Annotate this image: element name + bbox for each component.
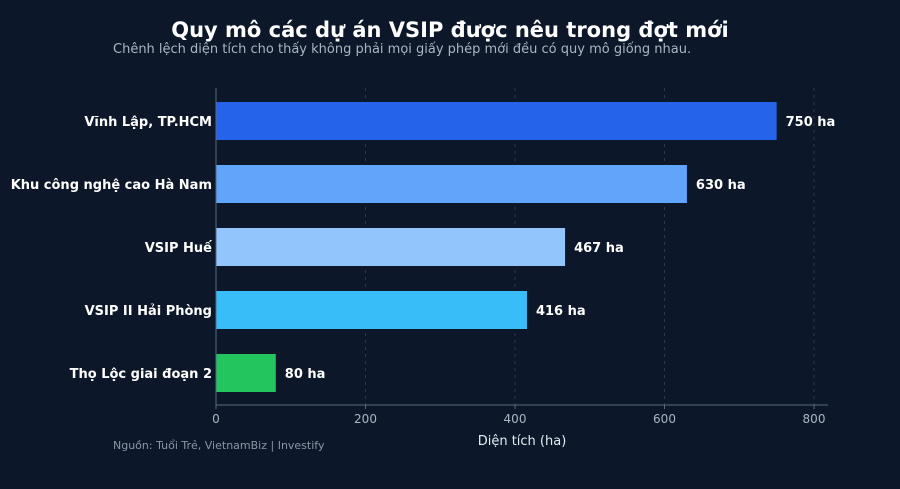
axes: 0 200 400 600 800 Vĩnh Lập, TP.HCM Khu công ng…	[11, 88, 828, 426]
bars: 750 ha 630 ha 467 ha 416 ha 80 ha	[216, 102, 835, 392]
bar	[216, 354, 276, 392]
value-label: 80 ha	[285, 367, 326, 382]
category-label: Thọ Lộc giai đoạn 2	[70, 367, 212, 382]
value-label: 416 ha	[536, 304, 586, 319]
value-label: 750 ha	[786, 115, 836, 130]
category-label: VSIP II Hải Phòng	[85, 304, 212, 319]
category-label: Vĩnh Lập, TP.HCM	[84, 115, 212, 130]
x-tick-label: 800	[803, 412, 826, 426]
value-label: 467 ha	[574, 241, 624, 256]
value-label: 630 ha	[696, 178, 746, 193]
source-note: Nguồn: Tuổi Trẻ, VietnamBiz | Investify	[113, 439, 325, 452]
category-label: VSIP Huế	[145, 241, 212, 256]
x-tick-label: 600	[653, 412, 676, 426]
x-tick-label: 200	[354, 412, 377, 426]
x-tick-label: 0	[212, 412, 220, 426]
chart-subtitle: Chênh lệch diện tích cho thấy không phải…	[113, 42, 692, 57]
x-tick-label: 400	[504, 412, 527, 426]
bar	[216, 291, 527, 329]
bar	[216, 102, 777, 140]
category-label: Khu công nghệ cao Hà Nam	[11, 178, 212, 193]
bar	[216, 228, 566, 266]
bar	[216, 165, 687, 203]
x-axis-title: Diện tích (ha)	[478, 434, 567, 449]
chart-title: Quy mô các dự án VSIP được nêu trong đợt…	[171, 18, 729, 42]
